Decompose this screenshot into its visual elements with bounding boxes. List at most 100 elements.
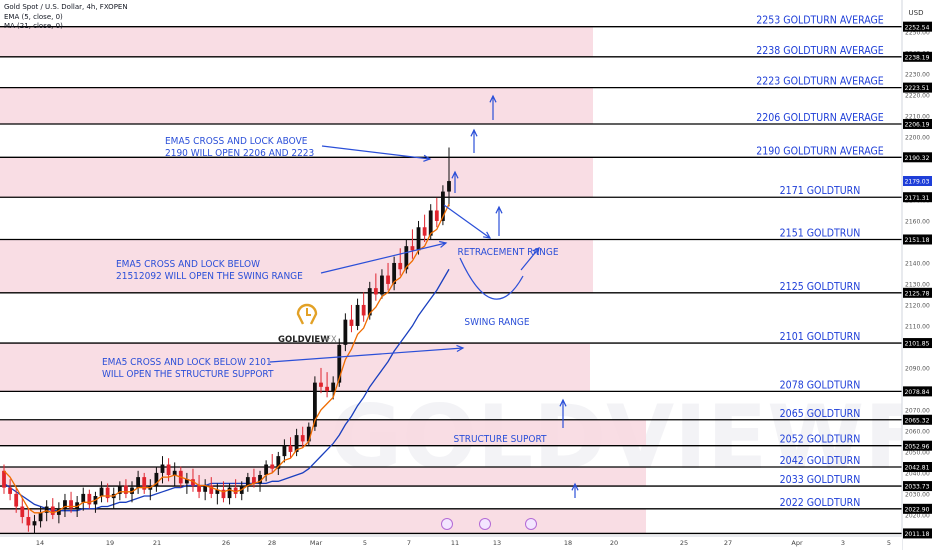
y-tick-label: 2230.00 (905, 71, 930, 78)
legend-ma: MA (21, close, 0) (4, 22, 63, 30)
candle-body (160, 464, 165, 473)
pink-zone-bands (0, 26, 646, 534)
candle-body (63, 500, 67, 509)
candle-body (312, 382, 317, 427)
currency-label: USD (909, 9, 924, 17)
level-label: 2078 GOLDTURN (780, 379, 861, 391)
candle-body (386, 275, 390, 284)
y-tick-label: 2090.00 (905, 365, 930, 372)
price-level-tag (903, 386, 932, 397)
level-label: 2190 GOLDTURN AVERAGE (756, 145, 884, 157)
price-level-tag-text: 2179.03 (905, 179, 930, 186)
arrow-up-6-head (571, 482, 579, 491)
level-label-layer: 2253 GOLDTURN AVERAGE 2238 GOLDTURN AVERA… (756, 15, 884, 548)
candle-body (172, 470, 177, 476)
candle-body (154, 472, 159, 486)
y-tick-label: 2220.00 (905, 92, 930, 99)
x-tick-label: 11 (451, 539, 459, 547)
event-marker-icon[interactable] (479, 518, 491, 530)
candle-body (306, 426, 311, 442)
ema-5-line (3, 203, 450, 514)
arrow-note1-head (423, 154, 432, 162)
note-text: 21512092 WILL OPEN THE SWING RANGE (116, 271, 303, 282)
y-tick-label: 2160.00 (905, 218, 930, 225)
price-level-tag-text: 2206.19 (905, 122, 930, 129)
y-tick-label: 2040.00 (905, 470, 930, 477)
candle-body (166, 464, 171, 476)
time-axis-bg (0, 536, 902, 550)
ma-21-layer (3, 268, 450, 512)
level-label: 2065 GOLDTURN (780, 408, 861, 420)
y-tick-label: 2130.00 (905, 281, 930, 288)
y-tick-label: 2030.00 (905, 491, 930, 498)
arrow-note2-head (439, 240, 448, 248)
note-text: EMA5 CROSS AND LOCK BELOW (116, 259, 260, 270)
candlestick-series (2, 147, 451, 534)
arrow-retrace-head (483, 231, 492, 239)
arrow-up-5-head (559, 398, 567, 407)
note-text: EMA5 CROSS AND LOCK ABOVE (165, 136, 308, 147)
level-label: 2125 GOLDTURN (780, 281, 861, 293)
level-label: 2042 GOLDTURN (780, 455, 861, 467)
candle-body (325, 386, 329, 392)
x-tick-label: 14 (36, 539, 44, 547)
zone-label: SWING RANGE (464, 317, 530, 328)
y-tick-label: 2020.00 (905, 512, 930, 519)
candle-body (410, 246, 415, 251)
x-tick-label: 21 (153, 539, 161, 547)
candle-body (252, 477, 256, 484)
price-level-tag-text: 2078.84 (905, 389, 930, 396)
candle-body (367, 288, 372, 316)
price-level-tag (903, 192, 932, 203)
logo-brand-b: FX (326, 335, 337, 345)
candle-body (75, 502, 80, 509)
price-level-tag-text: 2065.32 (905, 417, 930, 424)
candle-body (136, 477, 141, 488)
candle-body (337, 344, 342, 383)
price-level-tag (903, 152, 932, 163)
event-marker-icon[interactable] (525, 518, 537, 530)
price-level-tag (903, 503, 932, 514)
candle-body (392, 262, 397, 284)
x-tick-label: 25 (680, 539, 688, 547)
event-marker-icon[interactable] (441, 518, 453, 530)
price-level-tag-text: 2252.54 (905, 24, 930, 31)
price-level-tag-text: 2190.32 (905, 155, 930, 162)
price-level-tag (903, 118, 932, 129)
price-level-tag (903, 234, 932, 245)
candle-body (331, 382, 336, 392)
arrow-note3 (269, 347, 464, 363)
level-label: 2206 GOLDTURN AVERAGE (756, 112, 884, 124)
x-tick-label: Mar (310, 539, 323, 547)
candle-body (130, 487, 134, 494)
arrow-retrace (443, 204, 491, 239)
y-tick-label: 2140.00 (905, 260, 930, 267)
candle-body (422, 227, 427, 236)
arrow-note1 (321, 145, 431, 160)
price-level-tag (903, 481, 932, 492)
x-tick-label: Apr (791, 539, 803, 547)
y-tick-label: 2110.00 (905, 323, 930, 330)
candle-body (258, 475, 262, 484)
candle-body (373, 288, 378, 295)
candle-body (343, 319, 348, 345)
arrow-swing-head (532, 246, 540, 255)
swing-arc (459, 257, 524, 300)
candle-body (117, 485, 122, 494)
price-level-tag-text: 2022.90 (905, 506, 930, 513)
price-level-tag (903, 414, 932, 425)
arrow-note3-head (456, 344, 465, 353)
candle-body (404, 246, 409, 270)
candle-body (203, 485, 208, 492)
candle-body (227, 487, 232, 499)
candle-body (38, 512, 43, 522)
note-text: WILL OPEN THE STRUCTURE SUPPORT (102, 369, 274, 380)
arrow-note2 (320, 242, 447, 274)
candle-body (197, 485, 201, 492)
price-level-tag-text: 2042.81 (905, 465, 930, 472)
candle-body (398, 262, 403, 270)
y-tick-label: 2210.00 (905, 113, 930, 120)
y-tick-label: 2200.00 (905, 134, 930, 141)
